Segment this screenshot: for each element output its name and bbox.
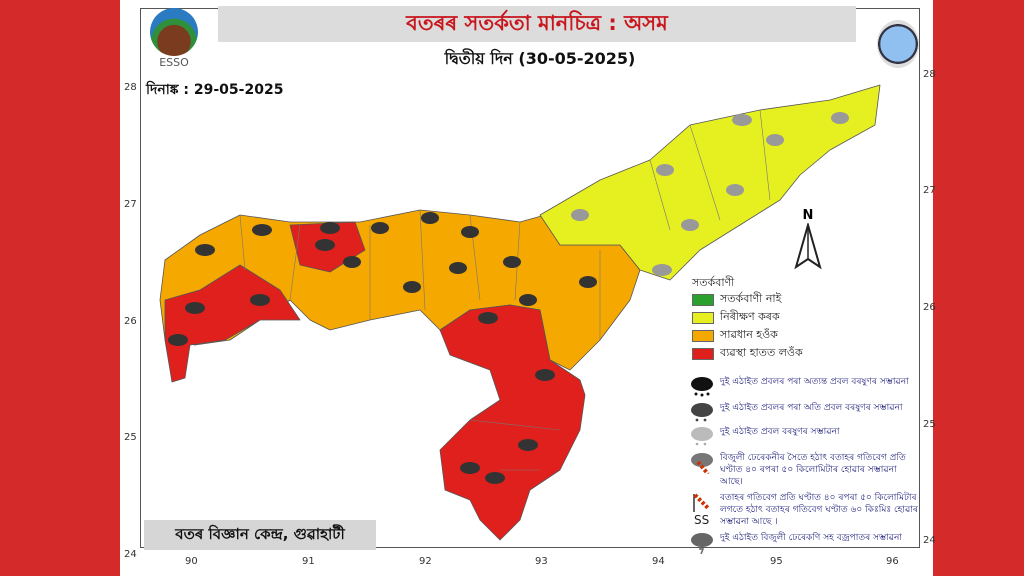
lat-tick: 26 — [124, 316, 137, 327]
imd-emblem — [870, 2, 926, 82]
lon-tick: 92 — [419, 556, 432, 567]
legend-label: সাৱধান হওঁক — [720, 328, 778, 341]
lat-tick: 24 — [124, 549, 137, 560]
lon-tick: 95 — [770, 556, 783, 567]
legend-icon-text: বতাহৰ গতিবেগ প্ৰতি ঘণ্টাত ৪০ ৰপৰা ৫০ কিল… — [720, 493, 918, 527]
heavy-rain-icon — [691, 427, 713, 446]
legend-strong-wind: SS বতাহৰ গতিবেগ প্ৰতি ঘণ্টাত ৪০ ৰপৰা ৫০ ক… — [690, 492, 920, 528]
lat-tick: 27 — [124, 199, 137, 210]
lat-tick: 25 — [124, 432, 137, 443]
lat-tick: 28 — [124, 82, 137, 93]
legend-icon-text: দুই এঠাইত বিজুলী ঢেৰেকণি সহ বজ্ৰপাতৰ সম্… — [720, 533, 902, 543]
compass-rose-icon — [794, 221, 822, 270]
legend-icon-text: দুই এঠাইত প্ৰবল বৰষুণৰ সম্ভাৱনা — [720, 427, 840, 437]
legend-swatch — [692, 347, 714, 360]
legend-title: সতৰ্কবাণী — [692, 276, 735, 289]
lon-tick: 91 — [302, 556, 315, 567]
lat-tick-right: 28 — [923, 69, 936, 80]
lat-tick-right: 24 — [923, 535, 936, 546]
thunderstorm-lightning-icon — [691, 533, 713, 554]
lat-tick-right: 27 — [923, 185, 936, 196]
strong-wind-icon: SS — [693, 493, 710, 526]
esso-logo-text: ESSO — [159, 56, 189, 69]
office-name: বতৰ বিজ্ঞান কেন্দ্ৰ, গুৱাহাটী — [144, 520, 376, 550]
esso-logo: ESSO — [146, 8, 202, 74]
legend-icon-text: দুই এঠাইত প্ৰবলৰ পৰা অত্যন্ত প্ৰবল বৰষুণ… — [720, 377, 909, 387]
forecast-day: দ্বিতীয় দিন (30-05-2025) — [444, 49, 636, 68]
very-heavy-rain-icon — [691, 403, 713, 422]
lat-tick-right: 25 — [923, 419, 936, 430]
legend-label: নিৰীক্ষণ কৰক — [720, 310, 780, 323]
district-red-west — [164, 264, 301, 383]
north-label: N — [802, 208, 814, 223]
lon-tick: 96 — [886, 556, 899, 567]
legend-swatch — [692, 293, 714, 306]
map-title: বতৰৰ সতৰ্কতা মানচিত্ৰ : অসম — [218, 6, 856, 42]
legend-thunderstorm-lightning: দুই এঠাইত বিজুলী ঢেৰেকণি সহ বজ্ৰপাতৰ সম্… — [690, 532, 920, 554]
lon-tick: 94 — [652, 556, 665, 567]
thunderstorm-gusty-wind-icon — [691, 453, 713, 474]
lon-tick: 90 — [185, 556, 198, 567]
district-yellow-east — [539, 84, 881, 281]
legend-item-watch: নিৰীক্ষণ কৰক — [692, 308, 780, 327]
legend-extremely-heavy-rain: দুই এঠাইত প্ৰবলৰ পৰা অত্যন্ত প্ৰবল বৰষুণ… — [690, 376, 920, 398]
extremely-heavy-rain-icon — [691, 377, 713, 397]
legend-label: ব্যৱস্থা হাতত লওঁক — [720, 346, 803, 359]
legend-swatch — [692, 311, 714, 324]
legend-heavy-rain: দুই এঠাইত প্ৰবল বৰষুণৰ সম্ভাৱনা — [690, 426, 920, 448]
legend-thunderstorm-gusty-wind: বিজুলী ঢেৰেকনীৰ সৈতে হঠাৎ বতাহৰ গতিবেগ প… — [690, 452, 920, 488]
legend-item-alert: সাৱধান হওঁক — [692, 326, 778, 345]
legend-icon-text: বিজুলী ঢেৰেকনীৰ সৈতে হঠাৎ বতাহৰ গতিবেগ প… — [720, 453, 906, 487]
legend-icon-text: দুই এঠাইত প্ৰবলৰ পৰা অতি প্ৰবল বৰষুণৰ সম… — [720, 403, 903, 413]
weather-icons — [168, 112, 849, 484]
lon-tick: 93 — [535, 556, 548, 567]
issue-date: দিনাঙ্ক : 29-05-2025 — [146, 82, 284, 98]
legend-very-heavy-rain: দুই এঠাইত প্ৰবলৰ পৰা অতি প্ৰবল বৰষুণৰ সম… — [690, 402, 920, 424]
lat-tick-right: 26 — [923, 302, 936, 313]
thunderstorm-icon — [571, 112, 849, 276]
district-red-south — [439, 304, 586, 541]
north-arrow: N — [790, 208, 826, 280]
legend-item-no-warning: সতৰ্কবাণী নাই — [692, 290, 781, 309]
legend-item-warning: ব্যৱস্থা হাতত লওঁক — [692, 344, 803, 363]
svg-text:SS: SS — [694, 513, 709, 526]
legend-swatch — [692, 329, 714, 342]
legend-label: সতৰ্কবাণী নাই — [720, 292, 782, 305]
rain-cloud-icon — [168, 212, 597, 484]
